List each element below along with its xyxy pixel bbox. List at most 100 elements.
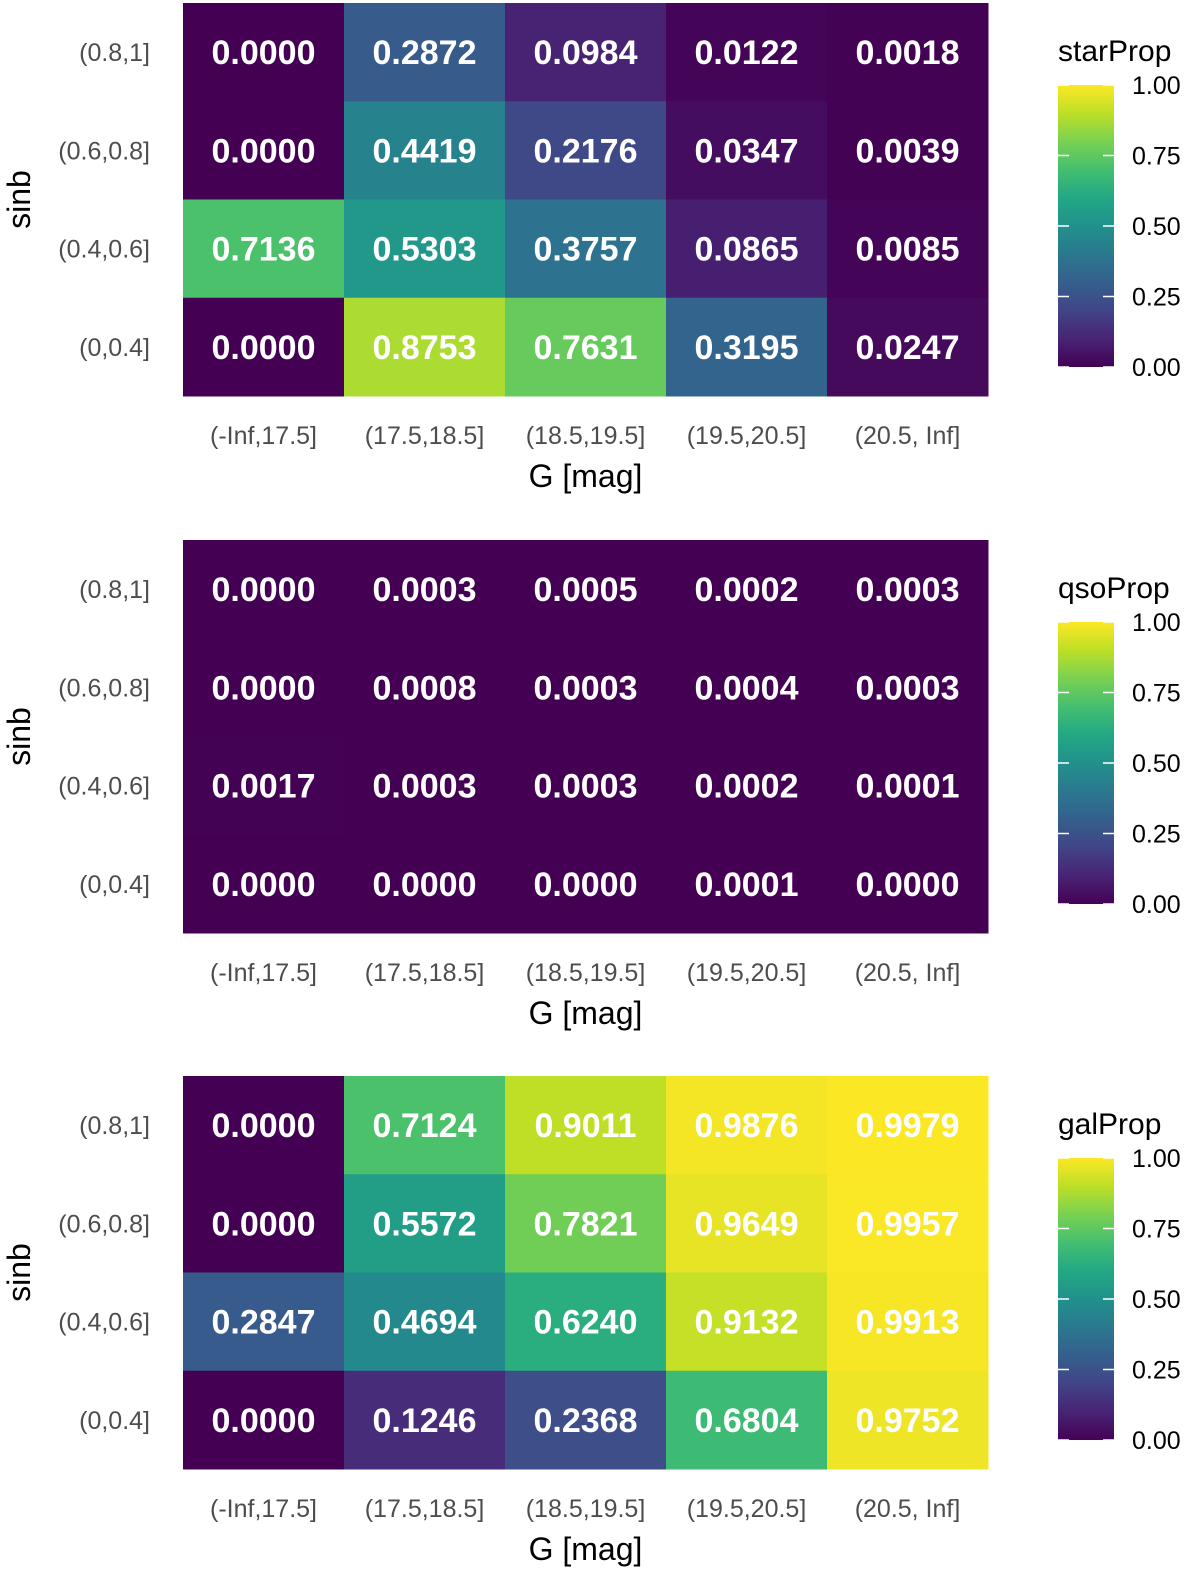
heatmap-cell [344, 1174, 506, 1273]
x-tick-label: (20.5, Inf] [855, 1495, 961, 1523]
cell-value-label: 0.0000 [212, 866, 316, 904]
y-tick-label: (0.6,0.8] [58, 674, 150, 702]
cell-value-label: 0.1246 [373, 1402, 477, 1440]
heatmap-cell [827, 1174, 989, 1273]
cell-value-label: 0.0000 [212, 1402, 316, 1440]
cell-value-label: 0.0017 [212, 768, 316, 806]
cell-value-label: 0.0003 [534, 669, 638, 707]
cell-value-label: 0.7124 [373, 1107, 477, 1145]
legend-tick-label: 0.25 [1132, 1357, 1181, 1385]
cell-value-label: 0.0000 [212, 329, 316, 367]
legend-title: galProp [1058, 1108, 1161, 1141]
legend-tick-label: 0.25 [1132, 284, 1181, 312]
heatmap-cell [666, 1076, 828, 1175]
heatmap-cell [666, 199, 828, 299]
y-tick-label: (0,0.4] [79, 1407, 150, 1435]
cell-value-label: 0.9132 [695, 1304, 799, 1342]
heatmap-cell [183, 638, 345, 737]
cell-value-label: 0.4694 [373, 1304, 477, 1342]
colorbar-legend: galProp 0.00 0.25 0.50 0.75 1.00 [1058, 1108, 1181, 1455]
heatmap-cell [344, 3, 506, 102]
heatmap-cell [183, 3, 345, 102]
cell-value-label: 0.9913 [856, 1304, 960, 1342]
heatmap-cell [344, 638, 506, 737]
heatmap-cell [183, 1370, 345, 1470]
heatmap-cell [183, 736, 345, 836]
x-tick-label: (20.5, Inf] [855, 422, 961, 450]
cell-value-label: 0.2872 [373, 34, 477, 72]
heatmap-cell [344, 101, 506, 200]
cell-value-label: 0.0000 [212, 571, 316, 609]
cell-value-label: 0.0001 [695, 866, 799, 904]
cell-value-label: 0.7631 [534, 329, 638, 367]
heatmap-cell [827, 736, 989, 836]
cell-value-label: 0.0002 [695, 571, 799, 609]
x-tick-label: (20.5, Inf] [855, 959, 961, 987]
heatmap-cell [827, 199, 989, 299]
cell-value-label: 0.0000 [212, 34, 316, 72]
heatmap-cell [344, 1272, 506, 1372]
heatmap-cell [183, 101, 345, 200]
y-tick-label: (0,0.4] [79, 334, 150, 362]
heatmap-cell [505, 3, 667, 102]
legend-title: starProp [1058, 35, 1171, 68]
cell-value-label: 0.6804 [695, 1402, 799, 1440]
legend-tick-label: 0.75 [1132, 143, 1181, 171]
cell-value-label: 0.2847 [212, 1304, 316, 1342]
cell-value-label: 0.0001 [856, 768, 960, 806]
heatmap-cell [666, 736, 828, 836]
heatmap-cell [505, 1076, 667, 1175]
legend-tick-label: 0.50 [1132, 750, 1181, 778]
legend-tick-label: 1.00 [1132, 609, 1181, 637]
heatmap-cell [344, 1370, 506, 1470]
heatmap-cell [505, 199, 667, 299]
x-tick-label: (19.5,20.5] [687, 1495, 807, 1523]
cell-value-label: 0.8753 [373, 329, 477, 367]
x-axis-title: G [mag] [529, 1531, 643, 1567]
heatmap-cell [827, 540, 989, 639]
x-tick-label: (-Inf,17.5] [210, 1495, 317, 1523]
cell-value-label: 0.0005 [534, 571, 638, 609]
x-tick-label: (17.5,18.5] [365, 1495, 485, 1523]
heatmap-cell [505, 1174, 667, 1273]
cell-value-label: 0.0000 [534, 866, 638, 904]
cell-value-label: 0.5303 [373, 231, 477, 269]
heatmap-cell [344, 199, 506, 299]
heatmap-cell [827, 101, 989, 200]
heatmap-panel-starProp: 0.0000 0.2872 0.0984 0.0122 0.0018 0.0000 0.44… [1, 3, 1181, 494]
heatmap-cell [505, 638, 667, 737]
y-tick-label: (0.4,0.6] [58, 1309, 150, 1337]
cell-value-label: 0.0000 [373, 866, 477, 904]
x-tick-label: (19.5,20.5] [687, 959, 807, 987]
cell-value-label: 0.0008 [373, 669, 477, 707]
cell-value-label: 0.3195 [695, 329, 799, 367]
heatmap-cell [344, 834, 506, 934]
heatmap-cell [666, 540, 828, 639]
x-tick-label: (-Inf,17.5] [210, 959, 317, 987]
heatmap-cell [183, 540, 345, 639]
heatmap-cell [827, 834, 989, 934]
y-tick-label: (0,0.4] [79, 871, 150, 899]
heatmap-cell [183, 1272, 345, 1372]
colorbar-legend: qsoProp 0.00 0.25 0.50 0.75 1.00 [1058, 572, 1181, 919]
cell-value-label: 0.0000 [212, 1107, 316, 1145]
heatmap-cell [666, 1272, 828, 1372]
cell-value-label: 0.9979 [856, 1107, 960, 1145]
x-tick-label: (18.5,19.5] [526, 959, 646, 987]
heatmap-cell [666, 834, 828, 934]
legend-title: qsoProp [1058, 572, 1170, 605]
x-tick-label: (-Inf,17.5] [210, 422, 317, 450]
cell-value-label: 0.6240 [534, 1304, 638, 1342]
heatmap-cell [344, 297, 506, 397]
heatmap-cell [183, 297, 345, 397]
heatmap-cell [505, 1272, 667, 1372]
legend-tick-label: 0.50 [1132, 213, 1181, 241]
legend-tick-label: 1.00 [1132, 72, 1181, 100]
cell-value-label: 0.0003 [856, 571, 960, 609]
cell-value-label: 0.9649 [695, 1205, 799, 1243]
legend-tick-label: 1.00 [1132, 1145, 1181, 1173]
y-tick-label: (0.8,1] [79, 1112, 150, 1140]
x-axis-title: G [mag] [529, 458, 643, 494]
cell-value-label: 0.0003 [373, 571, 477, 609]
cell-value-label: 0.4419 [373, 132, 477, 170]
